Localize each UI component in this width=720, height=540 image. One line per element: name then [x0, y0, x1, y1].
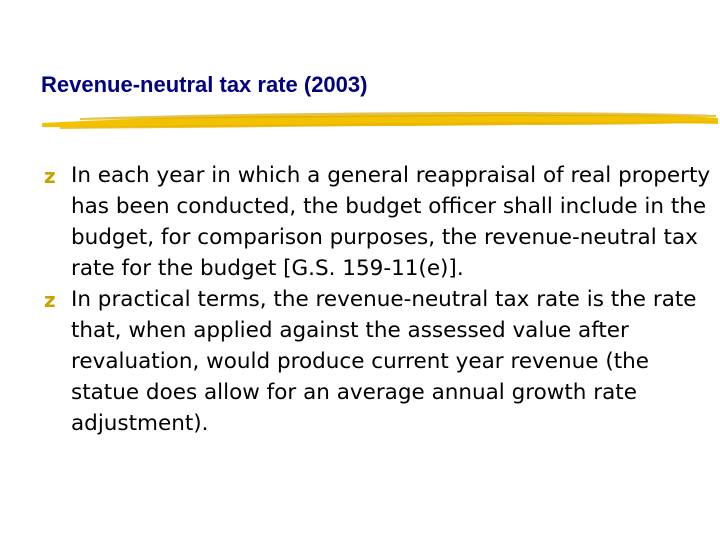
bullet-text: In each year in which a general reapprai… — [71, 163, 711, 281]
z-bullet-icon: z — [44, 288, 56, 312]
list-item: z In practical terms, the revenue-neutra… — [44, 284, 714, 439]
bullet-list: z In each year in which a general reappr… — [44, 160, 714, 439]
list-item: z In each year in which a general reappr… — [44, 160, 714, 284]
title-underline-brushstroke — [42, 112, 718, 129]
z-bullet-icon: z — [44, 164, 56, 188]
bullet-text: In practical terms, the revenue-neutral … — [71, 287, 697, 436]
slide-title: Revenue-neutral tax rate (2003) — [41, 72, 368, 97]
